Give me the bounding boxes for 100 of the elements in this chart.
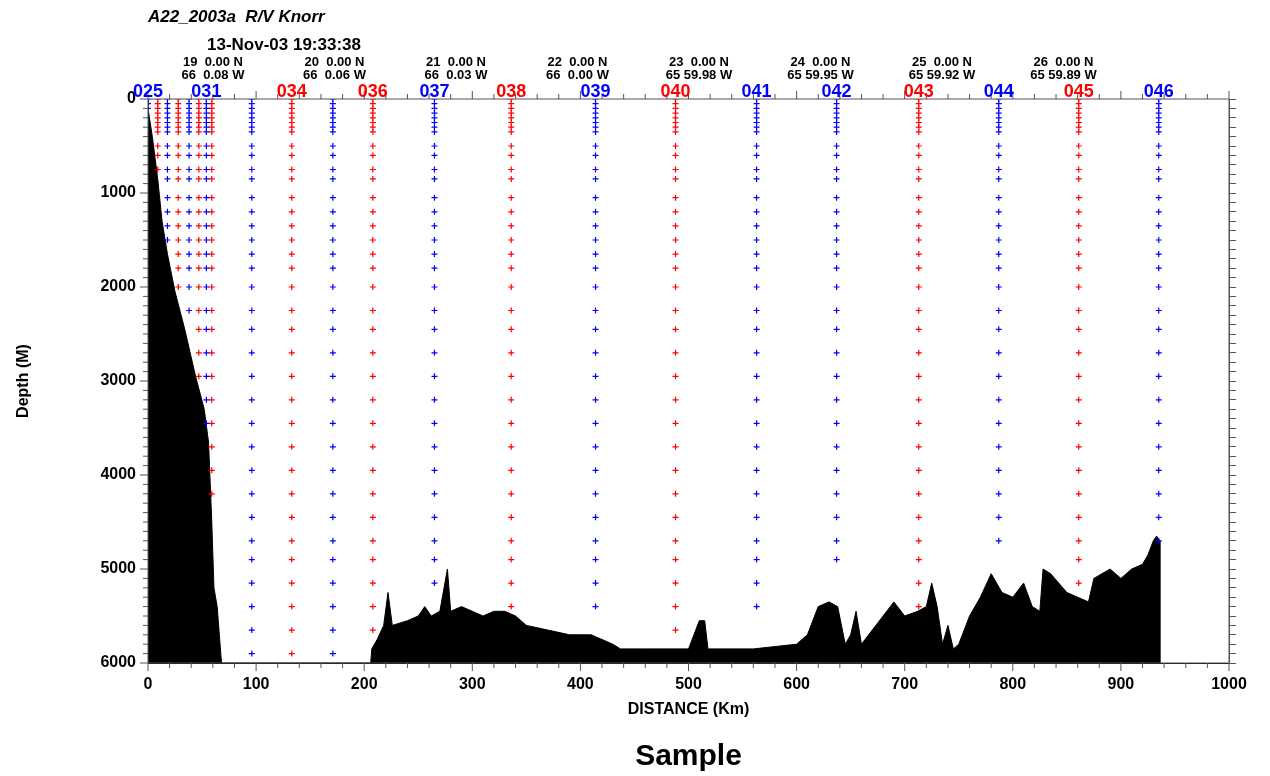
point — [329, 650, 337, 658]
point — [248, 236, 256, 244]
point — [202, 236, 210, 244]
point — [507, 250, 515, 258]
x-tick-label: 200 — [350, 675, 378, 693]
point — [174, 283, 182, 291]
point — [288, 109, 296, 117]
x-tick-label: 500 — [675, 675, 702, 693]
point — [208, 236, 216, 244]
point — [671, 175, 680, 183]
point — [185, 128, 193, 136]
point — [174, 236, 182, 244]
point — [329, 222, 337, 230]
point — [288, 175, 296, 183]
point — [329, 537, 337, 545]
point — [671, 250, 680, 258]
text: 25 0.00 N 65 59.92 W — [908, 54, 976, 82]
point — [195, 142, 203, 150]
point — [833, 142, 841, 150]
point — [1155, 109, 1163, 117]
point — [329, 123, 337, 131]
point — [1155, 236, 1163, 244]
point — [1155, 250, 1163, 258]
point — [329, 349, 337, 357]
point — [753, 283, 761, 291]
point — [1075, 250, 1083, 258]
point — [753, 128, 761, 136]
point — [430, 175, 439, 183]
point — [671, 142, 680, 150]
point — [163, 175, 172, 183]
series-label: 045 — [1063, 80, 1094, 101]
point — [591, 222, 600, 230]
point — [154, 142, 162, 150]
point — [248, 250, 256, 258]
point — [507, 109, 515, 117]
point — [208, 250, 216, 258]
point — [591, 579, 600, 587]
point — [833, 128, 841, 136]
point — [753, 142, 761, 150]
x-tick-label: 400 — [567, 675, 594, 693]
point — [202, 250, 210, 258]
series-label: 043 — [903, 80, 934, 101]
point — [329, 165, 337, 174]
point — [185, 142, 193, 150]
text: 22 0.00 N 66 0.00 W — [546, 54, 610, 82]
point — [163, 128, 172, 136]
point — [185, 104, 193, 112]
point — [163, 109, 172, 117]
point — [329, 325, 337, 333]
series-label: 038 — [496, 80, 527, 101]
point — [507, 142, 515, 150]
point — [208, 109, 216, 117]
point — [591, 283, 600, 291]
series-label: 037 — [419, 80, 450, 101]
point — [833, 236, 841, 244]
text: 21 0.00 N 66 0.03 W — [424, 54, 489, 82]
point — [430, 222, 439, 230]
point — [163, 236, 172, 244]
point — [591, 175, 600, 183]
point — [288, 283, 296, 291]
point — [195, 236, 203, 244]
point — [591, 109, 600, 117]
point — [329, 264, 337, 272]
point — [671, 626, 680, 634]
point — [591, 250, 600, 258]
point — [753, 236, 761, 244]
point — [507, 579, 515, 587]
point — [1075, 128, 1083, 136]
point — [329, 208, 337, 216]
point — [369, 283, 377, 291]
point — [329, 443, 337, 451]
point — [753, 222, 761, 230]
point — [671, 236, 680, 244]
point — [329, 283, 337, 291]
chart-subtitle: 13-Nov-03 19:33:38 — [206, 35, 362, 54]
point — [369, 128, 377, 136]
y-tick-label: 5000 — [100, 559, 137, 577]
point — [329, 128, 337, 136]
point — [195, 250, 203, 258]
point — [195, 175, 203, 183]
point — [174, 222, 182, 230]
point — [329, 372, 337, 380]
y-tick-label: 1000 — [100, 183, 137, 201]
point — [288, 626, 296, 634]
series-label: 034 — [276, 80, 307, 101]
point — [329, 250, 337, 258]
point — [995, 222, 1003, 230]
point — [329, 306, 337, 315]
series-label: 042 — [821, 80, 852, 101]
point — [915, 222, 923, 230]
point — [753, 175, 761, 183]
point — [195, 283, 203, 291]
point — [248, 579, 256, 587]
series-label: 040 — [660, 80, 691, 101]
point — [915, 250, 923, 258]
point — [995, 142, 1003, 150]
point — [833, 109, 841, 117]
point — [202, 175, 210, 183]
point — [185, 306, 193, 315]
text: 24 0.00 N 65 59.95 W — [787, 54, 855, 82]
